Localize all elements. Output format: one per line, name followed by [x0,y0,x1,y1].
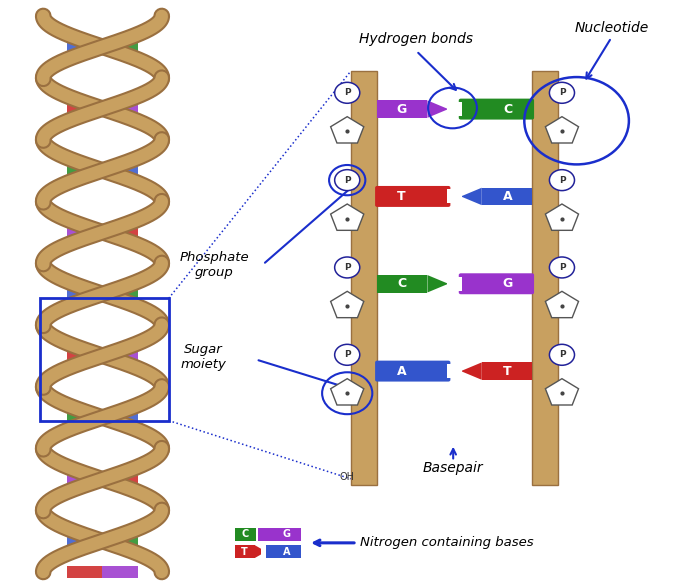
Circle shape [550,82,575,104]
Bar [235,528,256,541]
Bar [482,362,532,380]
Text: T: T [503,364,512,377]
Bar [67,102,102,115]
Bar [67,473,102,486]
Bar [532,71,559,484]
Polygon shape [255,545,266,558]
Bar [67,535,102,548]
Bar [235,545,255,558]
Bar [102,226,138,239]
Text: Hydrogen bonds: Hydrogen bonds [359,32,473,46]
Text: T: T [241,546,248,556]
Bar [377,101,428,118]
Bar [67,411,102,424]
Bar [102,288,138,300]
Text: T: T [398,190,406,203]
Polygon shape [545,291,578,318]
Bar [258,528,301,541]
FancyBboxPatch shape [458,273,534,294]
Text: P: P [559,350,566,359]
Text: C: C [397,277,406,290]
Circle shape [550,170,575,191]
Bar [67,288,102,300]
Text: G: G [283,529,290,539]
Polygon shape [330,291,364,318]
Polygon shape [330,378,364,405]
FancyBboxPatch shape [458,99,534,119]
Bar [40,298,169,421]
Bar [256,529,258,539]
Bar [447,190,462,204]
Bar [482,188,532,205]
Polygon shape [545,116,578,143]
Polygon shape [545,204,578,230]
Circle shape [335,82,360,104]
Text: Phosphate
group: Phosphate group [179,250,249,278]
Polygon shape [330,116,364,143]
Text: A: A [503,190,512,203]
Text: P: P [559,176,566,185]
Bar [377,275,428,292]
Text: Nitrogen containing bases: Nitrogen containing bases [360,536,534,549]
FancyBboxPatch shape [375,186,450,207]
Bar [102,535,138,548]
Text: G: G [396,102,407,116]
Polygon shape [545,378,578,405]
Bar [447,364,462,378]
Circle shape [335,345,360,365]
Bar [447,277,462,291]
Text: Basepair: Basepair [423,462,484,476]
Text: Sugar
moiety: Sugar moiety [181,343,227,370]
Bar [102,473,138,486]
Bar [261,546,266,557]
Bar [102,566,138,579]
Bar [102,102,138,115]
Text: OH: OH [340,472,355,481]
Bar [102,349,138,362]
Polygon shape [428,101,448,118]
Polygon shape [428,275,448,292]
Circle shape [550,257,575,278]
Polygon shape [461,188,482,205]
Bar [67,349,102,362]
Bar [447,102,462,116]
Bar [351,71,377,484]
Text: G: G [503,277,512,290]
Circle shape [550,345,575,365]
Bar [67,40,102,53]
Circle shape [335,257,360,278]
Text: P: P [344,350,351,359]
Bar [102,40,138,53]
Bar [266,545,301,558]
Text: C: C [242,529,249,539]
Bar [67,164,102,177]
Polygon shape [330,204,364,230]
Text: P: P [344,88,351,97]
Polygon shape [461,362,482,380]
FancyBboxPatch shape [375,360,450,381]
Circle shape [335,170,360,191]
Text: Nucleotide: Nucleotide [574,20,649,35]
Text: A: A [283,546,290,556]
Text: P: P [559,263,566,272]
Text: A: A [397,364,407,377]
Bar [102,411,138,424]
Text: P: P [344,176,351,185]
Bar [67,226,102,239]
Text: P: P [559,88,566,97]
Bar [67,566,102,579]
Text: P: P [344,263,351,272]
Bar [102,164,138,177]
Text: C: C [503,102,512,116]
